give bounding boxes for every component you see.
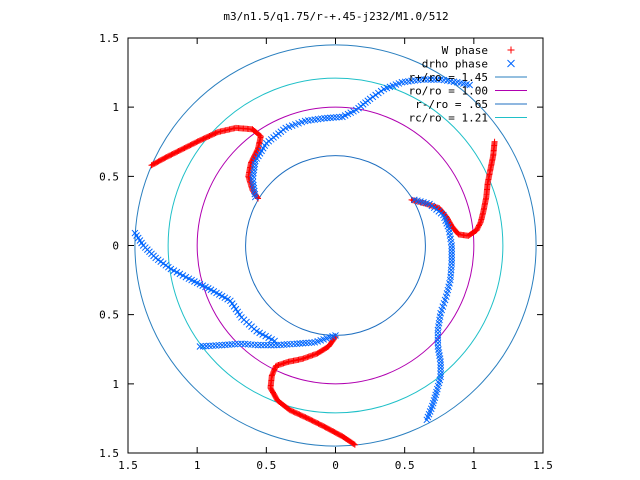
y-tick-label: 1.5: [99, 447, 119, 460]
circle-0: [134, 44, 537, 447]
chart-title: m3/n1.5/q1.75/r-+.45-j232/M1.0/512: [223, 10, 448, 23]
drho-phase-point: [321, 114, 328, 122]
circle-1: [196, 106, 475, 385]
drho-phase-point: [299, 339, 307, 347]
drho-phase-point: [212, 342, 220, 349]
legend-label: W phase: [442, 44, 488, 57]
x-tick-label: 1.5: [533, 459, 553, 472]
drho-phase-point: [448, 254, 456, 261]
drho-phase-point: [225, 341, 232, 348]
drho-phase-point: [327, 114, 334, 122]
legend-marker: [507, 59, 515, 68]
legend-label: r+/ro = 1.45: [409, 71, 488, 84]
drho-phase-point: [410, 196, 418, 204]
drho-phase-point: [296, 340, 304, 347]
drho-phase-point: [305, 339, 313, 347]
y-tick-label: 1: [112, 378, 119, 391]
drho-phase-point: [261, 341, 268, 349]
drho-phase-point: [274, 341, 281, 349]
drho-phase-point: [434, 329, 442, 337]
drho-phase-point: [424, 76, 432, 83]
data-points: [131, 76, 498, 448]
drho-phase-point: [280, 341, 288, 348]
drho-phase-point: [466, 81, 474, 89]
drho-phase-point: [437, 373, 444, 381]
drho-phase-point: [302, 339, 310, 347]
drho-phase-point: [206, 342, 213, 350]
y-tick-label: 1.5: [99, 32, 119, 45]
x-tick-label: 1: [194, 459, 201, 472]
drho-phase-point: [324, 114, 331, 122]
x-tick-label: 0.5: [256, 459, 276, 472]
drho-phase-point: [277, 341, 284, 349]
drho-phase-point: [421, 76, 428, 83]
drho-phase-point: [215, 341, 223, 349]
drho-phase-point: [434, 76, 441, 83]
legend-label: drho phase: [422, 58, 488, 71]
drho-phase-point: [437, 364, 444, 372]
drho-phase-point: [448, 245, 456, 252]
legend-label: ro/ro = 1.00: [409, 85, 488, 98]
y-tick-label: 1: [112, 101, 119, 114]
y-tick-label: 0.5: [99, 309, 119, 322]
y-tick-label: 0.5: [99, 170, 119, 183]
drho-phase-point: [448, 248, 456, 255]
drho-phase-point: [427, 76, 435, 83]
drho-phase-point: [336, 113, 343, 121]
drho-phase-point: [448, 260, 456, 267]
drho-phase-point: [286, 340, 294, 348]
w-phase-point: [408, 196, 415, 203]
x-tick-label: 1.5: [118, 459, 138, 472]
drho-phase-point: [293, 340, 301, 348]
x-tick-label: 1: [471, 459, 478, 472]
drho-phase-point: [202, 342, 210, 350]
drho-phase-point: [437, 367, 444, 375]
drho-phase-point: [264, 341, 272, 349]
reference-circles: [134, 44, 537, 447]
drho-phase-point: [234, 340, 242, 348]
drho-phase-point: [257, 341, 265, 349]
drho-phase-point: [448, 257, 456, 264]
circle-3: [167, 77, 504, 414]
x-tick-label: 0: [332, 459, 339, 472]
legend-label: rc/ro = 1.21: [409, 112, 488, 125]
drho-phase-point: [437, 370, 444, 378]
drho-phase-point: [330, 114, 337, 121]
drho-phase-point: [417, 76, 425, 83]
drho-phase-point: [218, 341, 226, 349]
drho-phase-point: [437, 361, 444, 369]
drho-phase-point: [333, 113, 340, 121]
drho-phase-point: [221, 341, 229, 349]
circle-2: [245, 155, 426, 336]
x-tick-label: 0.5: [395, 459, 415, 472]
drho-phase-point: [254, 341, 262, 349]
drho-phase-point: [332, 332, 339, 339]
drho-phase-point: [271, 337, 278, 345]
drho-phase-point: [283, 341, 291, 348]
drho-phase-point: [430, 76, 438, 83]
legend-label: r-/ro = .65: [415, 98, 488, 111]
drho-phase-point: [434, 336, 442, 344]
y-tick-label: 0: [112, 240, 119, 253]
drho-phase-point: [209, 342, 216, 350]
drho-phase-point: [228, 341, 236, 348]
legend-marker: [507, 46, 515, 54]
drho-phase-point: [448, 251, 456, 258]
drho-phase-point: [290, 340, 297, 348]
drho-phase-point: [231, 340, 239, 348]
drho-phase-point: [434, 339, 442, 347]
drho-phase-point: [308, 339, 316, 346]
